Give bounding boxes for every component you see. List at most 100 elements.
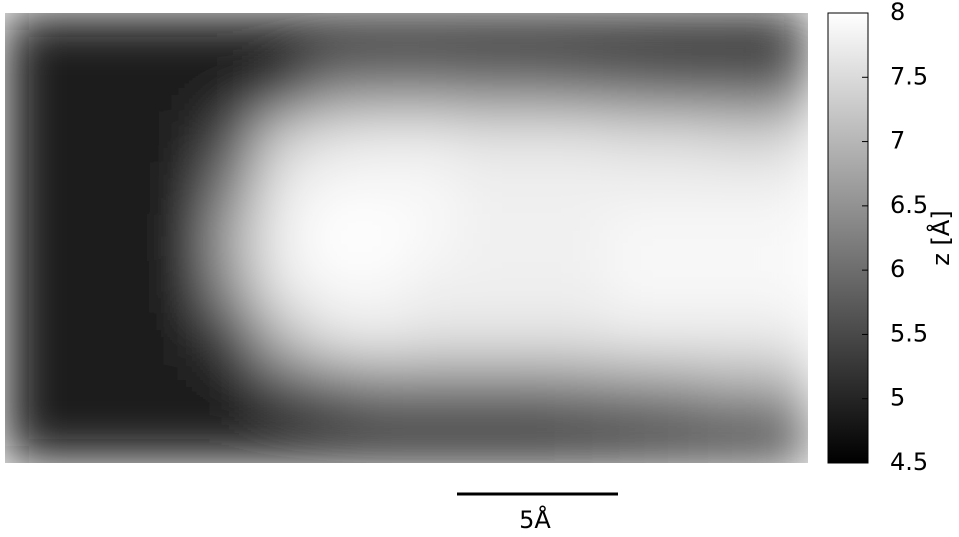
heatmap-cell xyxy=(757,62,808,114)
heatmap-cell xyxy=(556,412,608,463)
heatmap-cell xyxy=(205,412,257,463)
heatmap-cell xyxy=(205,62,257,114)
heatmap-cell xyxy=(155,112,207,164)
heatmap-cell xyxy=(5,262,56,314)
heatmap-cell xyxy=(707,412,759,463)
heatmap-cell xyxy=(406,62,458,114)
heatmap-cell xyxy=(406,312,458,364)
heatmap-cell xyxy=(305,412,357,463)
heatmap-cell xyxy=(255,262,307,314)
heatmap-cell xyxy=(355,212,407,264)
heatmap-cell xyxy=(255,362,307,414)
heatmap-cell xyxy=(104,412,157,463)
heatmap-cell xyxy=(305,112,357,164)
heatmap-cell xyxy=(104,62,157,114)
heatmap-cell xyxy=(54,212,106,264)
heatmap-cell xyxy=(506,13,558,64)
heatmap-cell xyxy=(456,13,508,64)
heatmap-cell xyxy=(556,262,608,314)
heatmap-cell xyxy=(707,13,759,64)
heatmap-cell xyxy=(54,162,106,214)
heatmap-cell xyxy=(355,412,407,463)
heatmap-cell xyxy=(205,262,257,314)
heatmap-cell xyxy=(656,112,709,164)
heatmap-cell xyxy=(155,162,207,214)
heatmap-cell xyxy=(556,312,608,364)
heatmap-cell xyxy=(707,112,759,164)
heatmap-cell xyxy=(757,312,808,364)
heatmap-cell xyxy=(355,13,407,64)
heatmap-cell xyxy=(456,212,508,264)
heatmap-cell xyxy=(104,212,157,264)
heatmap-cell xyxy=(54,13,106,64)
colorbar-label: z [Å] xyxy=(926,210,955,265)
heatmap-cell xyxy=(355,362,407,414)
colorbar-tick-label: 8 xyxy=(890,0,905,26)
heatmap-cell xyxy=(456,362,508,414)
heatmap-cell xyxy=(656,412,709,463)
heatmap-cell xyxy=(255,62,307,114)
colorbar-tick-label: 6 xyxy=(890,255,905,283)
heatmap-cell xyxy=(707,62,759,114)
colorbar xyxy=(827,12,869,464)
heatmap-cell xyxy=(104,312,157,364)
heatmap-cell xyxy=(5,212,56,264)
heatmap-cell xyxy=(456,262,508,314)
heatmap-cell xyxy=(656,13,709,64)
heatmap-cell xyxy=(506,162,558,214)
heatmap-cell xyxy=(506,262,558,314)
heatmap-cell xyxy=(305,162,357,214)
heatmap-cell xyxy=(406,262,458,314)
colorbar-tick-label: 7.5 xyxy=(890,62,928,90)
heatmap-cell xyxy=(757,162,808,214)
heatmap-cell xyxy=(606,262,658,314)
heatmap-cell xyxy=(757,412,808,463)
heatmap-cell xyxy=(606,162,658,214)
heatmap-cell xyxy=(255,13,307,64)
heatmap-cell xyxy=(757,212,808,264)
heatmap-cell xyxy=(155,62,207,114)
image xyxy=(5,13,808,463)
heatmap-cell xyxy=(556,62,608,114)
heatmap-cell xyxy=(656,62,709,114)
heatmap-cell xyxy=(305,13,357,64)
heatmap-cell xyxy=(205,312,257,364)
heatmap-cell xyxy=(305,212,357,264)
heatmap-cell xyxy=(104,362,157,414)
heatmap-cell xyxy=(406,412,458,463)
heatmap-cell xyxy=(5,112,56,164)
heatmap-cell xyxy=(205,362,257,414)
heatmap-cell xyxy=(656,312,709,364)
heatmap-cell xyxy=(556,162,608,214)
heatmap-cell xyxy=(255,112,307,164)
heatmap-cell xyxy=(456,162,508,214)
heatmap-cell xyxy=(757,13,808,64)
heatmap-cell xyxy=(5,362,56,414)
heatmap-cell xyxy=(406,112,458,164)
colorbar-tick-label: 6.5 xyxy=(890,191,928,219)
heatmap-cell xyxy=(506,112,558,164)
heatmap-cell xyxy=(606,212,658,264)
heatmap-cell xyxy=(707,362,759,414)
heatmap-cell xyxy=(104,112,157,164)
heatmap-cell xyxy=(5,13,56,64)
heatmap-cell xyxy=(54,262,106,314)
heatmap-cell xyxy=(506,62,558,114)
heatmap-cell xyxy=(54,312,106,364)
heatmap-cell xyxy=(606,112,658,164)
heatmap-cell xyxy=(707,312,759,364)
heatmap-cell xyxy=(54,112,106,164)
heatmap-cell xyxy=(255,412,307,463)
heatmap-cell xyxy=(456,112,508,164)
heatmap-cells xyxy=(5,13,808,463)
heatmap-cell xyxy=(406,13,458,64)
heatmap-cell xyxy=(155,212,207,264)
heatmap-cell xyxy=(355,62,407,114)
heatmap-cell xyxy=(305,312,357,364)
heatmap-cell xyxy=(104,13,157,64)
heatmap-cell xyxy=(656,212,709,264)
heatmap-cell xyxy=(606,62,658,114)
heatmap-cell xyxy=(506,212,558,264)
heatmap-cell xyxy=(406,162,458,214)
